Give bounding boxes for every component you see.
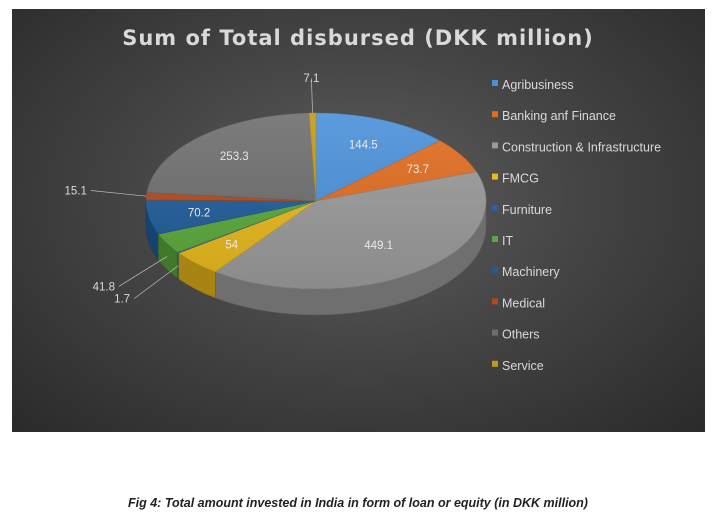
data-label-fmcg: 54 xyxy=(225,239,238,251)
data-label-medical: 15.1 xyxy=(64,186,86,198)
legend-item-medical[interactable]: Medical xyxy=(502,296,545,310)
figure-caption: Fig 4: Total amount invested in India in… xyxy=(128,496,588,510)
data-labels: 144.5 73.7 449.1 54 1.741.8 70.2 15.1 253.3 7.1 xyxy=(64,73,429,305)
legend-item-others[interactable]: Others xyxy=(502,328,540,342)
data-label-service: 7.1 xyxy=(303,73,319,85)
legend-marker-machinery xyxy=(492,267,498,274)
data-label-banking-anf-finance: 73.7 xyxy=(407,164,429,176)
chart-title: Sum of Total disbursed (DKK million) xyxy=(122,26,594,50)
legend-item-furniture[interactable]: Furniture xyxy=(502,203,552,217)
data-label-furniture: 1.7 xyxy=(114,294,130,306)
data-label-machinery: 70.2 xyxy=(188,207,210,219)
legend-marker-agribusiness xyxy=(492,80,498,86)
data-label-others: 253.3 xyxy=(220,151,249,163)
leader-line xyxy=(133,265,179,299)
legend-marker-service xyxy=(492,360,498,367)
legend-item-service[interactable]: Service xyxy=(502,359,544,373)
legend-marker-medical xyxy=(492,298,498,305)
pie-slices xyxy=(145,112,487,316)
leader-line xyxy=(118,256,168,287)
leader-line xyxy=(311,78,313,114)
data-label-construction-infrastructure: 449.1 xyxy=(364,240,393,252)
pie-chart: Sum of Total disbursed (DKK million) 144… xyxy=(64,26,661,373)
legend-item-banking-anf-finance[interactable]: Banking anf Finance xyxy=(502,109,616,123)
pie-shine-overlay xyxy=(146,113,486,289)
legend-marker-furniture xyxy=(492,204,498,211)
legend: Agribusiness Banking anf Finance Construct… xyxy=(492,78,661,373)
legend-item-fmcg[interactable]: FMCG xyxy=(502,172,539,186)
legend-marker-banking-anf-finance xyxy=(492,111,498,118)
legend-item-it[interactable]: IT xyxy=(502,234,513,248)
legend-marker-fmcg xyxy=(492,173,498,180)
leader-line xyxy=(90,190,147,197)
data-label-it: 41.8 xyxy=(93,281,115,293)
data-label-agribusiness: 144.5 xyxy=(349,139,378,151)
chart-panel: Sum of Total disbursed (DKK million) 144… xyxy=(12,9,705,432)
legend-marker-it xyxy=(492,236,498,242)
legend-item-machinery[interactable]: Machinery xyxy=(502,265,560,279)
legend-item-construction-infrastructure[interactable]: Construction & Infrastructure xyxy=(502,140,661,154)
legend-item-agribusiness[interactable]: Agribusiness xyxy=(502,78,574,92)
legend-marker-construction-infrastructure xyxy=(492,142,498,149)
legend-marker-others xyxy=(492,329,498,336)
